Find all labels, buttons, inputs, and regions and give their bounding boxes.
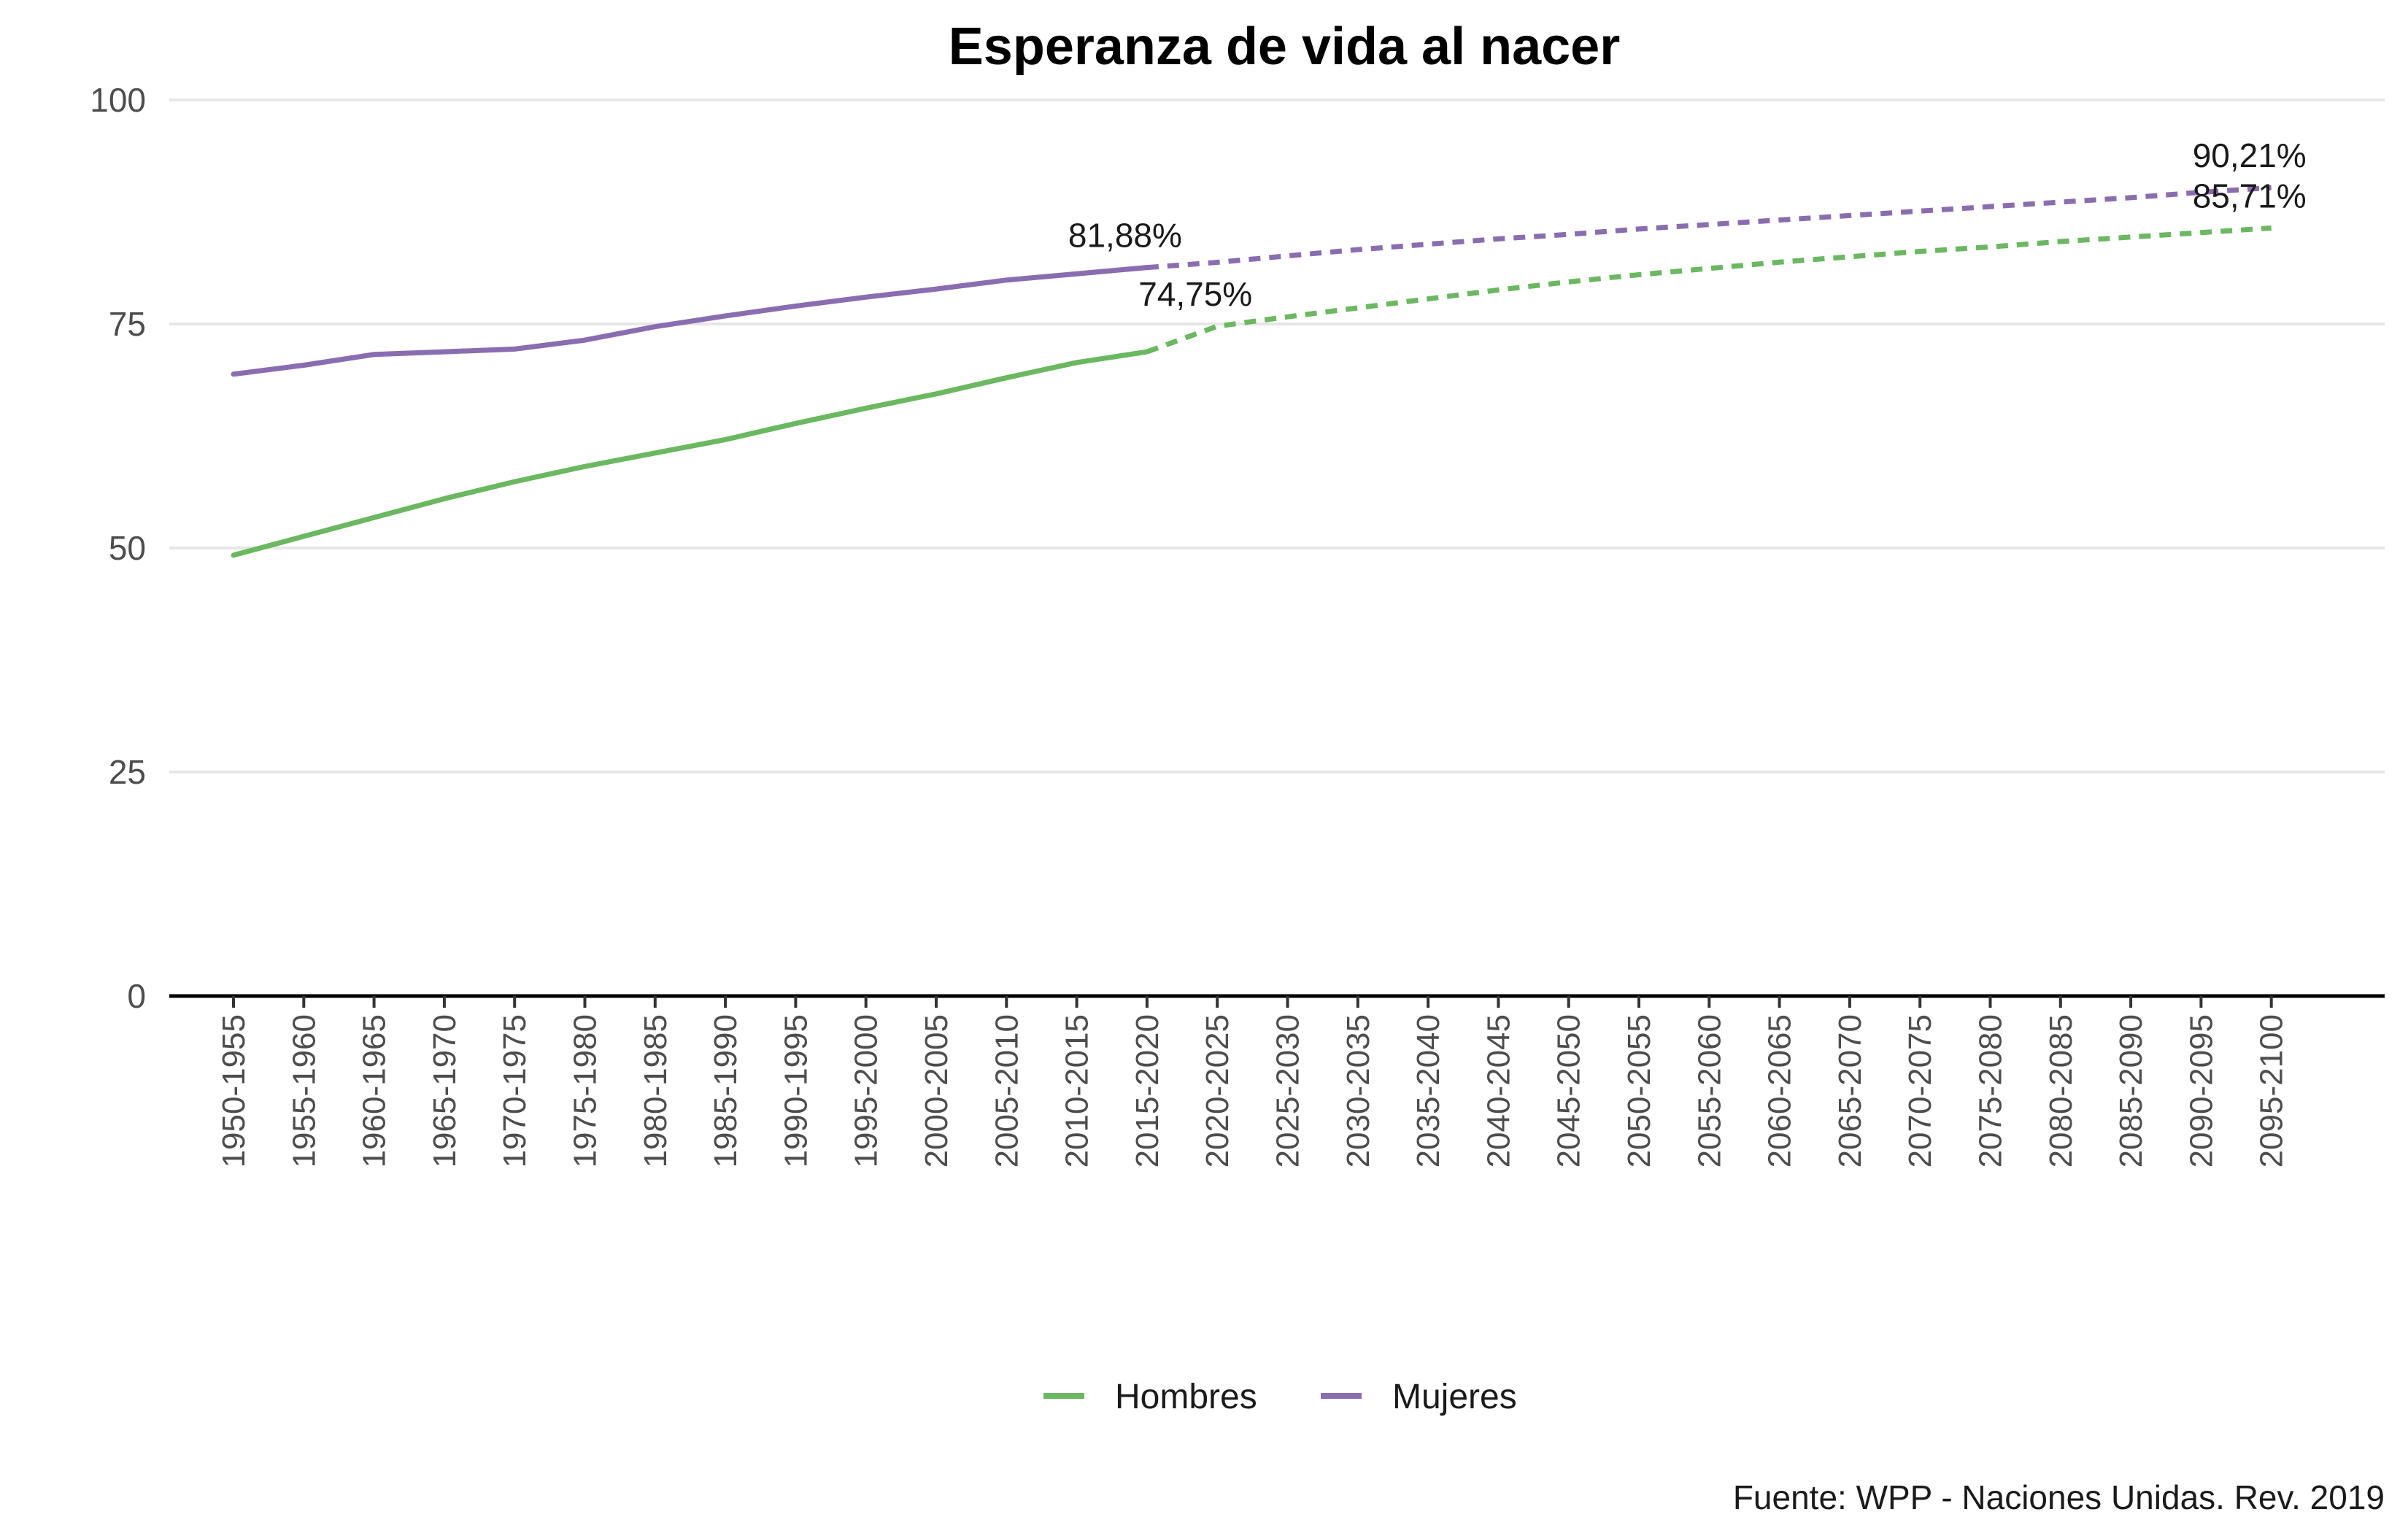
x-tick-label: 1955-1960 bbox=[286, 1014, 322, 1168]
x-tick-label: 1975-1980 bbox=[568, 1014, 603, 1168]
x-tick-label: 2010-2015 bbox=[1060, 1014, 1095, 1168]
x-tick-label: 2045-2050 bbox=[1551, 1014, 1587, 1168]
x-tick-label: 2075-2080 bbox=[1973, 1014, 2009, 1168]
data-label: 85,71% bbox=[2193, 177, 2307, 215]
series-line-mujeres-observed bbox=[231, 265, 1150, 377]
x-tick-label: 2085-2090 bbox=[2113, 1014, 2149, 1168]
source-note: Fuente: WPP - Naciones Unidas. Rev. 2019 bbox=[1733, 1478, 2385, 1516]
x-tick-label: 2065-2070 bbox=[1832, 1014, 1868, 1168]
legend-label-hombres: Hombres bbox=[1115, 1378, 1257, 1416]
x-tick-label: 1985-1990 bbox=[708, 1014, 744, 1168]
x-tick-label: 2005-2010 bbox=[989, 1014, 1024, 1168]
legend-label-mujeres: Mujeres bbox=[1392, 1378, 1517, 1416]
gridlines bbox=[169, 99, 2385, 773]
legend: Hombres Mujeres bbox=[1043, 1378, 1517, 1416]
data-labels: 74,75% 85,71% 81,88% 90,21% bbox=[1068, 136, 2307, 313]
series-line-hombres-observed bbox=[231, 349, 1150, 558]
series-line-hombres-projected bbox=[1146, 225, 2272, 355]
y-tick-label: 75 bbox=[109, 305, 146, 343]
chart-title: Esperanza de vida al nacer bbox=[949, 18, 1620, 76]
y-tick-label: 25 bbox=[109, 753, 146, 791]
x-tick-label: 1980-1985 bbox=[638, 1014, 674, 1168]
x-tick-label: 2035-2040 bbox=[1411, 1014, 1446, 1168]
x-axis: 1950-1955 1955-1960 1960-1965 1965-1970 1970… bbox=[169, 994, 2385, 1168]
x-tick-label: 1995-2000 bbox=[849, 1014, 884, 1168]
x-tick-label: 1960-1965 bbox=[357, 1014, 393, 1168]
x-tick-label: 2055-2060 bbox=[1691, 1014, 1727, 1168]
x-tick-label: 2000-2005 bbox=[919, 1014, 954, 1168]
series-line-mujeres-projected bbox=[1146, 185, 2272, 271]
x-tick-label: 2050-2055 bbox=[1621, 1014, 1657, 1168]
x-tick-label: 2020-2025 bbox=[1200, 1014, 1235, 1168]
x-tick-label: 2060-2065 bbox=[1762, 1014, 1798, 1168]
x-tick-label: 2025-2030 bbox=[1270, 1014, 1306, 1168]
y-tick-label: 100 bbox=[90, 81, 146, 119]
y-tick-label: 50 bbox=[109, 529, 146, 567]
data-label: 74,75% bbox=[1138, 275, 1252, 313]
x-tick-label: 1970-1975 bbox=[497, 1014, 533, 1168]
x-tick-label: 2030-2035 bbox=[1340, 1014, 1376, 1168]
data-label: 90,21% bbox=[2193, 136, 2307, 174]
x-tick-label: 2070-2075 bbox=[1902, 1014, 1938, 1168]
x-tick-label: 2090-2095 bbox=[2183, 1014, 2219, 1168]
data-label: 81,88% bbox=[1068, 217, 1182, 255]
x-tick-label: 2040-2045 bbox=[1481, 1014, 1516, 1168]
y-axis-ticks: 0 25 50 75 100 bbox=[90, 81, 146, 1015]
x-tick-label: 1965-1970 bbox=[427, 1014, 463, 1168]
x-tick-label: 2095-2100 bbox=[2254, 1014, 2290, 1168]
x-tick-label: 1950-1955 bbox=[216, 1014, 252, 1168]
x-tick-label: 2080-2085 bbox=[2043, 1014, 2079, 1168]
y-tick-label: 0 bbox=[127, 977, 146, 1015]
x-tick-label: 1990-1995 bbox=[778, 1014, 814, 1168]
series-lines bbox=[231, 185, 2272, 558]
x-tick-label: 2015-2020 bbox=[1130, 1014, 1165, 1168]
